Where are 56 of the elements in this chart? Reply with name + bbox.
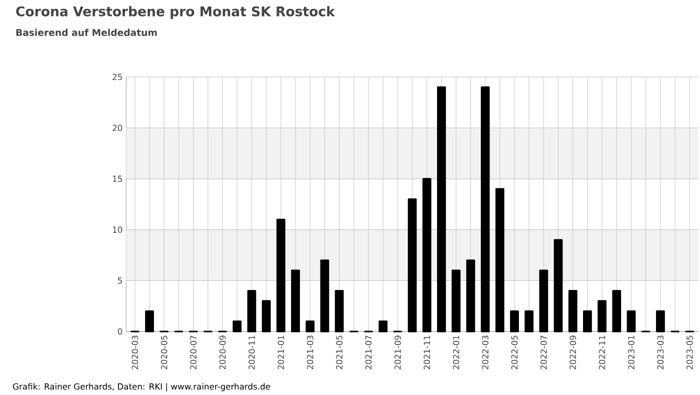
x-tick-label: 2023-05: [686, 336, 693, 370]
x-tick-label: 2022-03: [482, 336, 488, 370]
bar: [306, 320, 315, 332]
x-tick-label: 2023-03: [657, 336, 664, 370]
bar: [145, 310, 154, 332]
x-tick-label: 2022-09: [570, 336, 576, 370]
y-tick-label: 0: [118, 328, 122, 335]
x-tick-label: 2020-07: [190, 336, 196, 370]
bar: [378, 320, 388, 332]
x-tick-label: 2020-09: [219, 336, 226, 370]
x-tick-label: 2021-09: [394, 336, 401, 370]
bar: [510, 310, 519, 332]
bar: [276, 218, 286, 332]
bar: [291, 270, 300, 332]
bar: [232, 320, 242, 332]
x-tick-label: 2023-01: [628, 336, 634, 370]
y-tick-label: 20: [112, 124, 122, 132]
bar: [598, 300, 606, 332]
bar: [554, 239, 563, 332]
x-tick-label: 2022-05: [511, 336, 518, 370]
bar: [656, 310, 665, 332]
y-tick-label: 15: [112, 176, 122, 182]
text: Grafik: Rainer Gerhards, Daten: RKI | www.rainer-gerhards.de: [13, 383, 270, 392]
x-tick-label: 2021-07: [365, 336, 372, 370]
bar: [466, 260, 476, 332]
x-tick-label: 2021-05: [336, 336, 342, 370]
chart-title: Corona Verstorbene pro Monat SK Rostock: [16, 6, 336, 20]
x-tick-label: 2022-11: [598, 336, 606, 370]
x-tick-label: 2021-11: [424, 336, 430, 370]
bar: [437, 86, 446, 332]
x-tick-label: 2022-07: [540, 336, 547, 370]
bar: [334, 290, 344, 332]
x-tick-label: 2020-11: [248, 336, 255, 370]
y-tick-label: 10: [112, 226, 122, 234]
x-tick-label: 2020-05: [160, 336, 168, 370]
bar: [612, 290, 622, 332]
bar: [480, 86, 490, 332]
chart-subtitle: Basierend auf Meldedatum: [16, 28, 157, 36]
bar: [626, 310, 636, 332]
x-tick-label: 2020-03: [132, 336, 138, 370]
x-tick-label: 2021-01: [278, 336, 284, 370]
x-tick-label: 2022-01: [452, 336, 460, 370]
bar: [422, 178, 432, 332]
bar: [495, 188, 504, 332]
y-tick-label: 25: [112, 74, 122, 80]
bar: [247, 290, 256, 332]
bar: [262, 300, 271, 332]
y-tick-label: 5: [118, 278, 122, 284]
bar: [320, 260, 330, 332]
bar: [452, 270, 461, 332]
bar: [408, 198, 417, 332]
x-tick-label: 2021-03: [306, 336, 314, 370]
bar: [539, 270, 548, 332]
bar: [524, 310, 534, 332]
bar: [583, 310, 592, 332]
bar: [568, 290, 578, 332]
